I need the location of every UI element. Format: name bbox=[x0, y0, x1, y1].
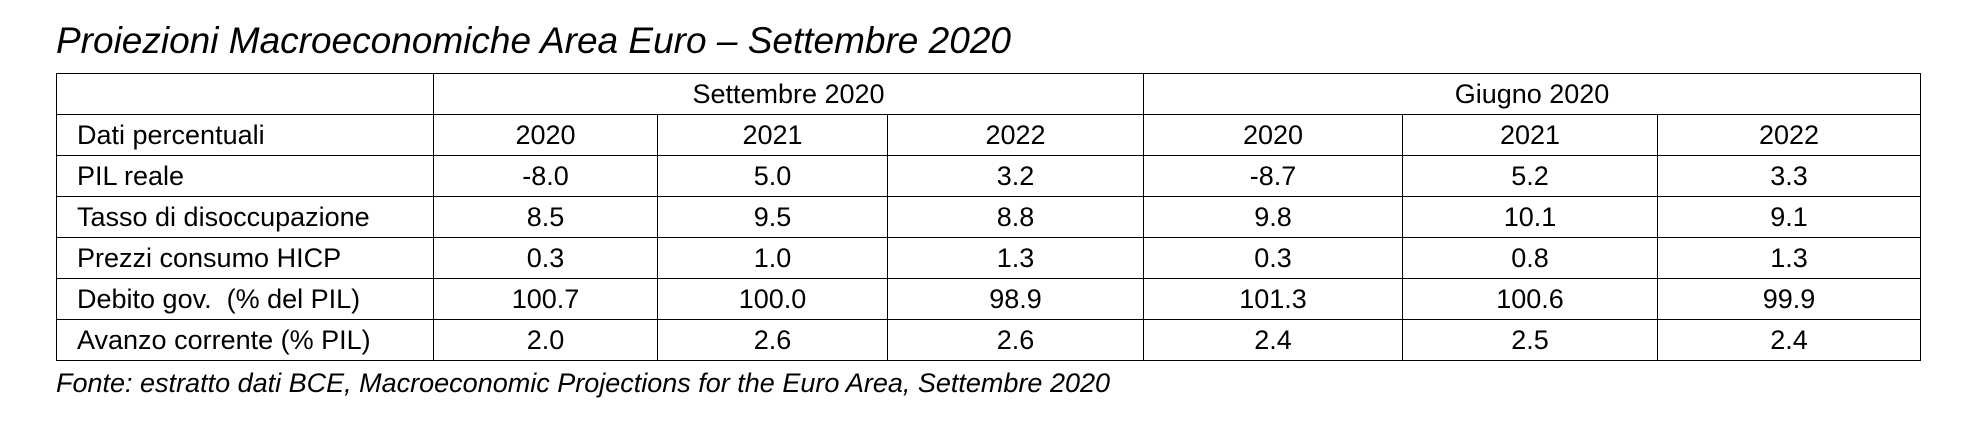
data-row: PIL reale -8.0 5.0 3.2 -8.7 5.2 3.3 bbox=[56, 155, 1922, 197]
data-cell: 101.3 bbox=[1143, 278, 1403, 320]
data-cell: 10.1 bbox=[1402, 196, 1658, 238]
row-label: Prezzi consumo HICP bbox=[56, 237, 434, 279]
data-cell: 8.5 bbox=[433, 196, 658, 238]
data-cell: 8.8 bbox=[887, 196, 1144, 238]
data-cell: 9.8 bbox=[1143, 196, 1403, 238]
group-header: Settembre 2020 bbox=[433, 73, 1144, 115]
footer: Fonte: estratto dati BCE, Macroeconomic … bbox=[56, 368, 1111, 398]
row-label: Tasso di disoccupazione bbox=[56, 196, 434, 238]
data-cell: 5.2 bbox=[1402, 155, 1658, 197]
row-label: Avanzo corrente (% PIL) bbox=[56, 319, 434, 361]
header-cell: 2022 bbox=[887, 114, 1144, 156]
data-cell: 2.6 bbox=[657, 319, 888, 361]
title: Proiezioni Macroeconomiche Area Euro – S… bbox=[56, 20, 1011, 61]
data-cell: 0.3 bbox=[1143, 237, 1403, 279]
data-cell: 1.3 bbox=[1656, 237, 1922, 279]
row-label: Debito gov. (% del PIL) bbox=[56, 278, 434, 320]
empty-cell bbox=[56, 73, 434, 115]
data-cell: 2.4 bbox=[1656, 319, 1922, 361]
data-cell: 1.0 bbox=[657, 237, 888, 279]
data-cell: 1.3 bbox=[887, 237, 1144, 279]
data-cell: 2.4 bbox=[1143, 319, 1403, 361]
data-cell: 98.9 bbox=[887, 278, 1144, 320]
header-cell: 2021 bbox=[1402, 114, 1658, 156]
group-row: Settembre 2020 Giugno 2020 bbox=[56, 73, 1922, 115]
data-cell: 0.3 bbox=[433, 237, 658, 279]
header-cell: Dati percentuali bbox=[56, 114, 434, 156]
row-label: PIL reale bbox=[56, 155, 434, 197]
data-cell: 99.9 bbox=[1656, 278, 1922, 320]
data-cell: 0.8 bbox=[1402, 237, 1658, 279]
group-header: Giugno 2020 bbox=[1142, 73, 1922, 115]
data-cell: 5.0 bbox=[657, 155, 888, 197]
header-cell: 2022 bbox=[1656, 114, 1922, 156]
data-cell: 3.2 bbox=[887, 155, 1144, 197]
data-row: Avanzo corrente (% PIL) 2.0 2.6 2.6 2.4 2.5 2.… bbox=[56, 319, 1922, 361]
table: Settembre 2020 Giugno 2020 Dati percentual… bbox=[56, 73, 1922, 361]
header-cell: 2021 bbox=[657, 114, 888, 156]
data-cell: -8.7 bbox=[1143, 155, 1403, 197]
header-row: Dati percentuali 2020 2021 2022 2020 2021 2022 bbox=[56, 114, 1922, 156]
data-cell: -8.0 bbox=[433, 155, 658, 197]
data-cell: 3.3 bbox=[1656, 155, 1922, 197]
header-cell: 2020 bbox=[1143, 114, 1403, 156]
data-cell: 9.5 bbox=[657, 196, 888, 238]
data-cell: 2.0 bbox=[433, 319, 658, 361]
data-cell: 100.7 bbox=[433, 278, 658, 320]
data-cell: 100.0 bbox=[657, 278, 888, 320]
data-cell: 9.1 bbox=[1656, 196, 1922, 238]
data-row: Prezzi consumo HICP 0.3 1.0 1.3 0.3 0.8 1.3 bbox=[56, 237, 1922, 279]
data-cell: 2.6 bbox=[887, 319, 1144, 361]
data-row: Debito gov. (% del PIL) 100.7 100.0 98.9 101… bbox=[56, 278, 1922, 320]
table-body: Settembre 2020 Giugno 2020 Dati percentual… bbox=[56, 73, 1922, 361]
header-cell: 2020 bbox=[433, 114, 658, 156]
data-cell: 2.5 bbox=[1402, 319, 1658, 361]
data-cell: 100.6 bbox=[1402, 278, 1658, 320]
data-row: Tasso di disoccupazione 8.5 9.5 8.8 9.8 10.1 9… bbox=[56, 196, 1922, 238]
